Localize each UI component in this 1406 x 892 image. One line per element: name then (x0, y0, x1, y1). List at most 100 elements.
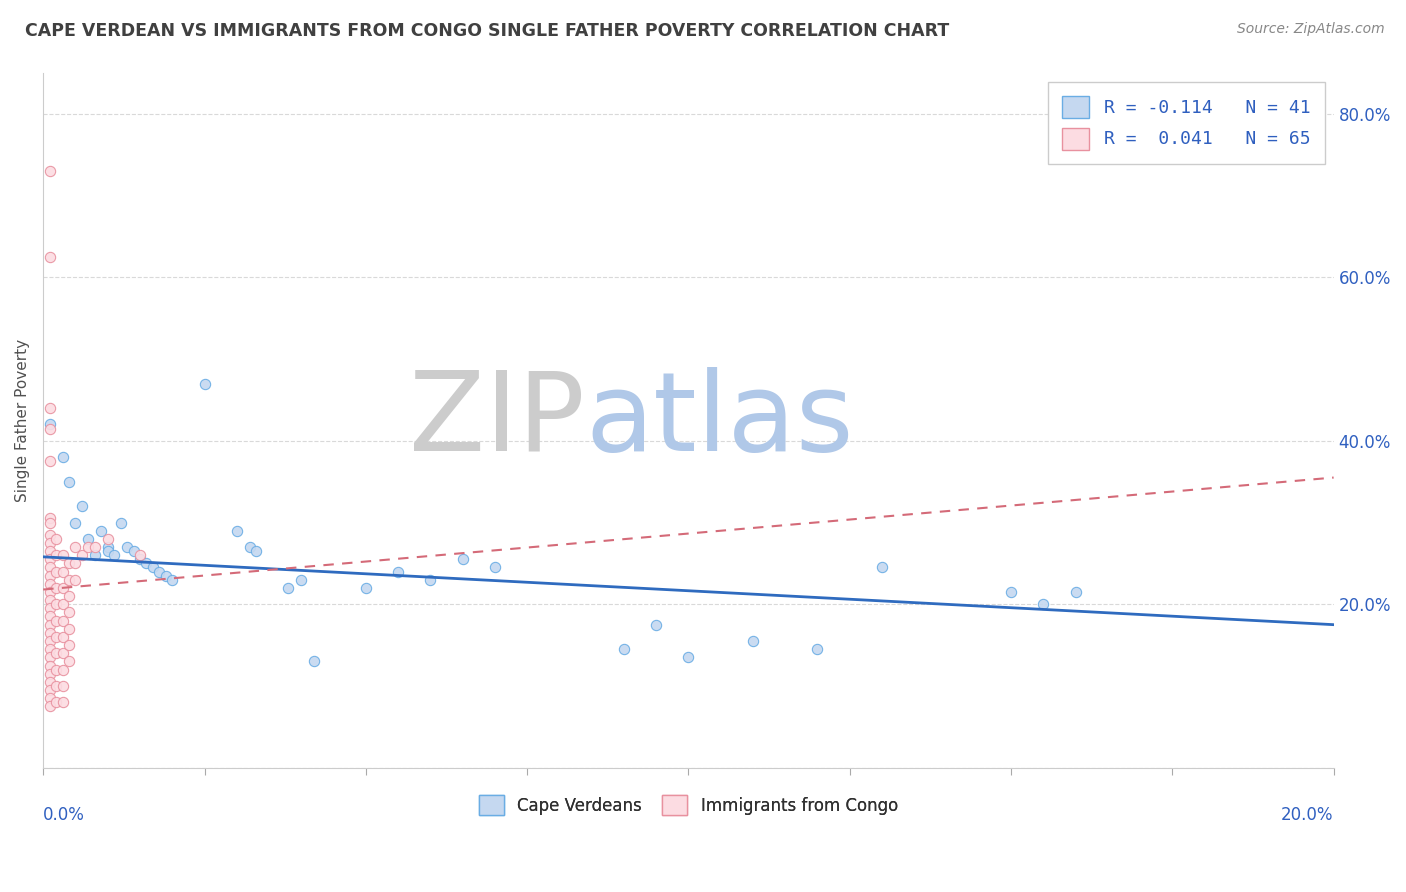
Point (58, 638, 80, 652)
Point (51, 663, 73, 677)
Text: 20.0%: 20.0% (1281, 805, 1334, 824)
Point (129, 548, 152, 562)
Text: ZIP: ZIP (409, 367, 585, 474)
Point (870, 560, 893, 574)
Point (51, 646, 73, 660)
Point (38, 417, 60, 432)
Point (38, 528, 60, 542)
Point (45, 646, 67, 660)
Point (70, 499, 93, 513)
Point (51, 679, 73, 693)
Point (51, 614, 73, 628)
Point (613, 642, 636, 657)
Point (97, 540, 120, 554)
Point (58, 475, 80, 489)
Point (45, 532, 67, 546)
Point (65, 573, 87, 587)
Point (38, 454, 60, 468)
Point (155, 568, 177, 582)
Point (742, 634, 765, 648)
Point (65, 540, 87, 554)
Text: Source: ZipAtlas.com: Source: ZipAtlas.com (1237, 22, 1385, 37)
Point (38, 650, 60, 665)
Point (38, 699, 60, 714)
Point (290, 573, 312, 587)
Point (38, 658, 60, 673)
Point (38, 585, 60, 599)
Point (38, 617, 60, 632)
Point (51, 450, 73, 464)
Point (162, 573, 184, 587)
Point (806, 642, 828, 657)
Point (1000, 585, 1022, 599)
Point (122, 544, 145, 558)
Point (45, 581, 67, 595)
Point (38, 421, 60, 435)
Point (65, 516, 87, 530)
Point (38, 609, 60, 624)
Point (38, 560, 60, 574)
Point (354, 581, 377, 595)
Point (58, 557, 80, 571)
Point (302, 655, 325, 669)
Point (58, 622, 80, 636)
Point (90, 524, 112, 538)
Point (77, 540, 100, 554)
Legend: Cape Verdeans, Immigrants from Congo: Cape Verdeans, Immigrants from Congo (472, 789, 904, 822)
Point (51, 630, 73, 644)
Point (135, 557, 157, 571)
Point (38, 552, 60, 566)
Point (45, 630, 67, 644)
Point (239, 540, 262, 554)
Point (70, 548, 93, 562)
Point (484, 560, 506, 574)
Point (58, 589, 80, 603)
Point (129, 552, 152, 566)
Point (83, 548, 105, 562)
Point (225, 524, 247, 538)
Point (38, 401, 60, 415)
Point (38, 593, 60, 607)
Text: CAPE VERDEAN VS IMMIGRANTS FROM CONGO SINGLE FATHER POVERTY CORRELATION CHART: CAPE VERDEAN VS IMMIGRANTS FROM CONGO SI… (25, 22, 949, 40)
Point (678, 650, 700, 665)
Point (77, 532, 100, 546)
Point (387, 565, 409, 579)
Point (148, 565, 170, 579)
Point (45, 597, 67, 611)
Point (38, 511, 60, 525)
Point (38, 625, 60, 640)
Point (110, 516, 132, 530)
Point (645, 617, 668, 632)
Point (38, 642, 60, 657)
Point (193, 376, 215, 391)
Point (38, 164, 60, 178)
Point (51, 597, 73, 611)
Point (103, 548, 125, 562)
Point (38, 250, 60, 264)
Point (65, 557, 87, 571)
Text: 0.0%: 0.0% (44, 805, 86, 824)
Point (38, 576, 60, 591)
Text: atlas: atlas (585, 367, 853, 474)
Point (38, 601, 60, 615)
Point (58, 655, 80, 669)
Point (58, 606, 80, 620)
Point (245, 544, 267, 558)
Point (45, 614, 67, 628)
Point (51, 565, 73, 579)
Point (45, 679, 67, 693)
Y-axis label: Single Father Poverty: Single Father Poverty (15, 339, 30, 502)
Point (142, 560, 165, 574)
Point (51, 581, 73, 595)
Point (38, 536, 60, 550)
Point (45, 695, 67, 709)
Point (45, 548, 67, 562)
Point (277, 581, 299, 595)
Point (45, 565, 67, 579)
Point (83, 540, 105, 554)
Point (38, 691, 60, 706)
Point (1032, 597, 1054, 611)
Point (1064, 585, 1087, 599)
Point (38, 516, 60, 530)
Point (451, 552, 474, 566)
